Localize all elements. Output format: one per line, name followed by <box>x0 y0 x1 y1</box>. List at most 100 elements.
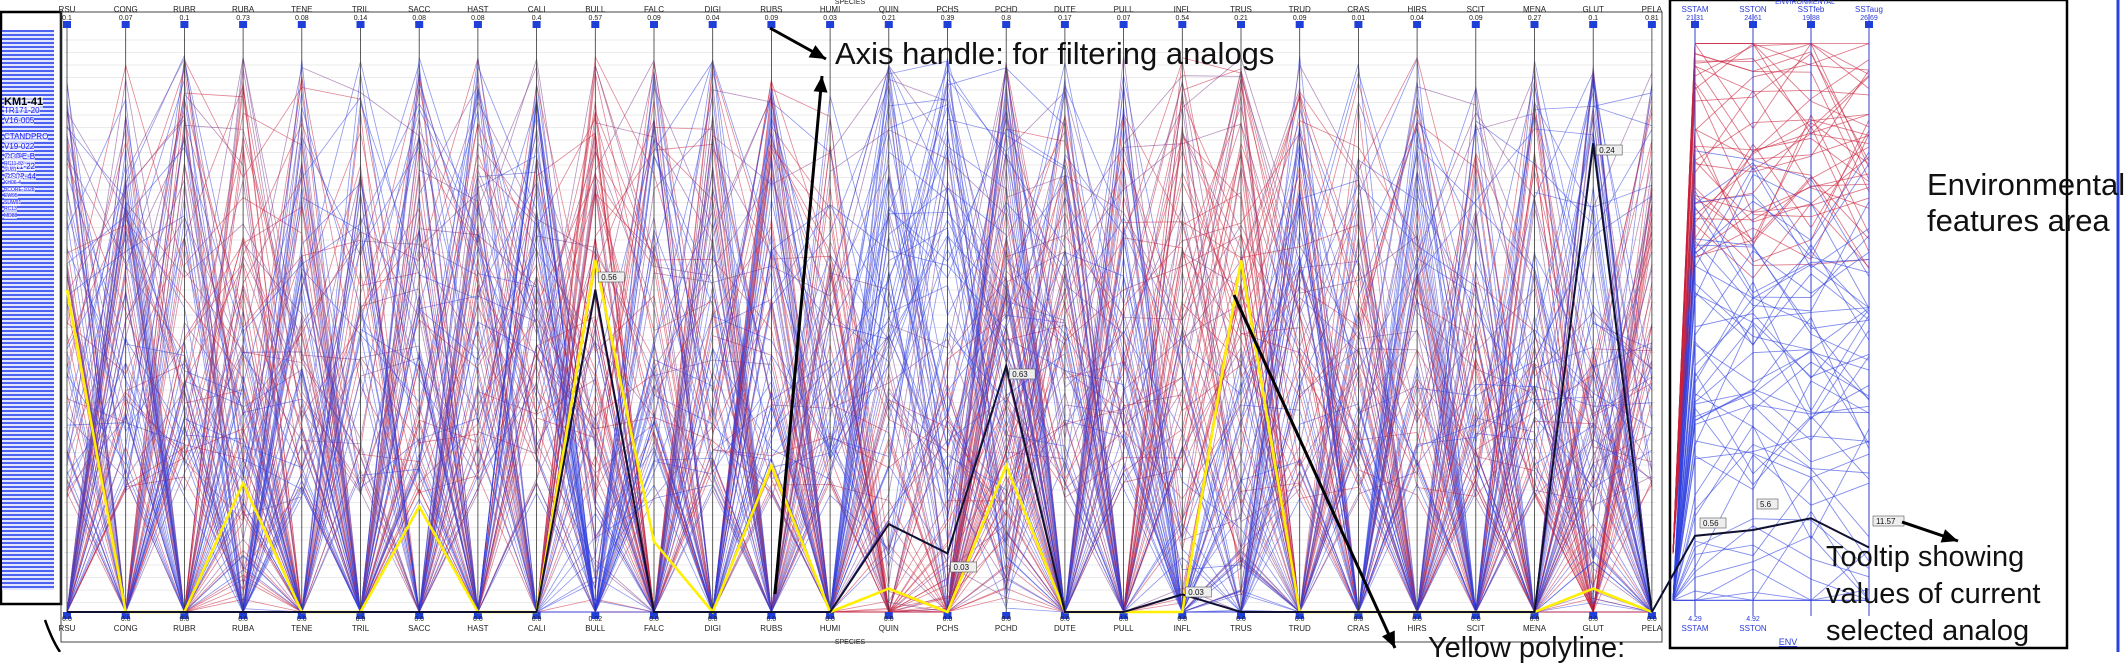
axis-code-bottom: TRIL <box>352 624 370 633</box>
axis-handle-top-rubr[interactable] <box>180 21 188 28</box>
analog-polylines <box>67 56 1652 613</box>
axis-min-value: 0.0 <box>1354 616 1364 623</box>
env-axis-code: SSTAM <box>1682 5 1709 14</box>
env-axis-handle-sstaug[interactable] <box>1865 21 1873 28</box>
axis-handle-top-trud[interactable] <box>1296 21 1304 28</box>
axis-max-value: 0.8 <box>1001 15 1011 22</box>
axis-max-value: 0.03 <box>823 15 837 22</box>
axis-min-value: 0.0 <box>708 616 718 623</box>
axis-code-top: BULL <box>585 5 606 14</box>
axis-max-value: 0.21 <box>882 15 896 22</box>
env-area-annotation-line2: features area <box>1927 202 2110 239</box>
axis-min-value: 0.0 <box>1412 616 1422 623</box>
analog-list-item[interactable]: MD88 <box>4 213 17 219</box>
analog-list-panel[interactable]: KM1-41TR171-20V16-005CTANDPROV19-022CORE… <box>0 12 58 604</box>
env-panel-title: ENVIRONMENTAL <box>1775 0 1835 6</box>
analog-list-item[interactable]: BCORE-1028 <box>4 187 35 193</box>
axis-handle-top-cras[interactable] <box>1354 21 1362 28</box>
axis-code-top: TRUD <box>1289 5 1311 14</box>
axis-handle-top-scit[interactable] <box>1472 21 1480 28</box>
axis-handle-top-pchd[interactable] <box>1002 21 1010 28</box>
analog-list-item[interactable]: RC11-83 <box>4 161 24 167</box>
axis-code-bottom: DUTE <box>1054 624 1076 633</box>
analog-list-item[interactable]: TR171-20 <box>4 106 40 115</box>
axis-handle-top-ruba[interactable] <box>239 21 247 28</box>
analog-list-item[interactable]: V19-022 <box>4 142 34 151</box>
env-polyline <box>1673 54 1869 554</box>
axis-min-value: 0.0 <box>532 616 542 623</box>
axis-handle-top-cong[interactable] <box>122 21 130 28</box>
axis-code-top: RUBS <box>760 5 782 14</box>
yellow-polyline-annotation: Yellow polyline: <box>1428 630 1625 667</box>
axis-min-value: 0.0 <box>473 616 483 623</box>
env-link[interactable]: ENV <box>1779 637 1798 647</box>
species-panel-title-bottom: SPECIES <box>835 639 866 646</box>
env-axis-max: 21.31 <box>1686 15 1704 22</box>
axis-handle-top-humi[interactable] <box>826 21 834 28</box>
axis-min-value: 0.0 <box>1060 616 1070 623</box>
analog-list-item[interactable]: CTANDPRO <box>4 132 48 141</box>
axis-min-value: 0.0 <box>121 616 131 623</box>
axis-max-value: 0.4 <box>532 15 542 22</box>
axis-handle-top-pela[interactable] <box>1648 21 1656 28</box>
axis-code-top: QUIN <box>879 5 899 14</box>
axis-handle-top-digi[interactable] <box>709 21 717 28</box>
axis-handle-top-glut[interactable] <box>1589 21 1597 28</box>
axis-handle-top-falc[interactable] <box>650 21 658 28</box>
env-axis-code-bottom: SSTAM <box>1682 624 1709 633</box>
axis-max-value: 0.21 <box>1234 15 1248 22</box>
analog-list-item[interactable]: KH06-4 <box>4 180 21 186</box>
axis-code-top: SCIT <box>1467 5 1485 14</box>
analog-list-item[interactable]: V21-034 <box>4 154 23 160</box>
env-axis-handle-sstfeb[interactable] <box>1807 21 1815 28</box>
axis-handle-top-sacc[interactable] <box>415 21 423 28</box>
axis-code-bottom: CRAS <box>1347 624 1369 633</box>
env-axis-min: 4.29 <box>1688 616 1702 623</box>
axis-code-top: CRAS <box>1347 5 1369 14</box>
analog-list-item[interactable]: RC13 <box>4 206 17 212</box>
axis-min-value: 0.0 <box>238 616 248 623</box>
analog-list-item[interactable]: V16-005 <box>4 116 34 125</box>
axis-min-value: 0.0 <box>297 616 307 623</box>
env-axis-max: 26.69 <box>1860 15 1878 22</box>
axis-handle-top-pull[interactable] <box>1120 21 1128 28</box>
axis-max-value: 0.81 <box>1645 15 1659 22</box>
axis-max-value: 0.09 <box>1293 15 1307 22</box>
axis-handle-top-mena[interactable] <box>1531 21 1539 28</box>
analog-list-item[interactable]: SU81 <box>4 167 17 173</box>
analog-list-item[interactable]: SUW91 <box>4 200 21 206</box>
axis-handle-top-trus[interactable] <box>1237 21 1245 28</box>
parallel-coordinates-view: SSTAM21.314.29SSTAMSSTON24.614.92SSTONSS… <box>0 0 2124 652</box>
env-axis-handle-sston[interactable] <box>1749 21 1757 28</box>
axis-handle-top-rsu[interactable] <box>63 21 71 28</box>
axis-code-bottom: TRUS <box>1230 624 1252 633</box>
axis-handle-top-cali[interactable] <box>533 21 541 28</box>
tooltip-pchd: 0.63 <box>1012 370 1028 379</box>
axis-handle-top-hast[interactable] <box>474 21 482 28</box>
axis-code-top: CONG <box>114 5 138 14</box>
axis-handle-top-tene[interactable] <box>298 21 306 28</box>
species-axes <box>63 21 1656 619</box>
tooltip-pchs: 0.03 <box>954 563 970 572</box>
analog-list-item[interactable]: V22-174 <box>4 174 23 180</box>
analog-list-item[interactable]: EW95 <box>4 193 18 199</box>
axis-handle-top-infl[interactable] <box>1178 21 1186 28</box>
axis-handle-top-hirs[interactable] <box>1413 21 1421 28</box>
env-polyline <box>1673 83 1869 554</box>
axis-max-value: 0.07 <box>1117 15 1131 22</box>
axis-handle-top-rubs[interactable] <box>767 21 775 28</box>
axis-handle-top-dute[interactable] <box>1061 21 1069 28</box>
axis-handle-top-pchs[interactable] <box>944 21 952 28</box>
axis-min-value: 0.0 <box>1001 616 1011 623</box>
axis-max-value: 0.27 <box>1528 15 1542 22</box>
axis-handle-top-quin[interactable] <box>885 21 893 28</box>
env-axis-code: SSTaug <box>1855 5 1883 14</box>
axis-max-value: 0.1 <box>1588 15 1598 22</box>
axis-handle-top-bull[interactable] <box>591 21 599 28</box>
env-axis-code: SSTfeb <box>1798 5 1825 14</box>
env-axis-handle-sstam[interactable] <box>1691 21 1699 28</box>
axis-handle-top-tril[interactable] <box>357 21 365 28</box>
axis-code-bottom: PULL <box>1114 624 1135 633</box>
env-area-annotation-line1: Environmental <box>1927 166 2124 203</box>
axis-max-value: 0.1 <box>180 15 190 22</box>
